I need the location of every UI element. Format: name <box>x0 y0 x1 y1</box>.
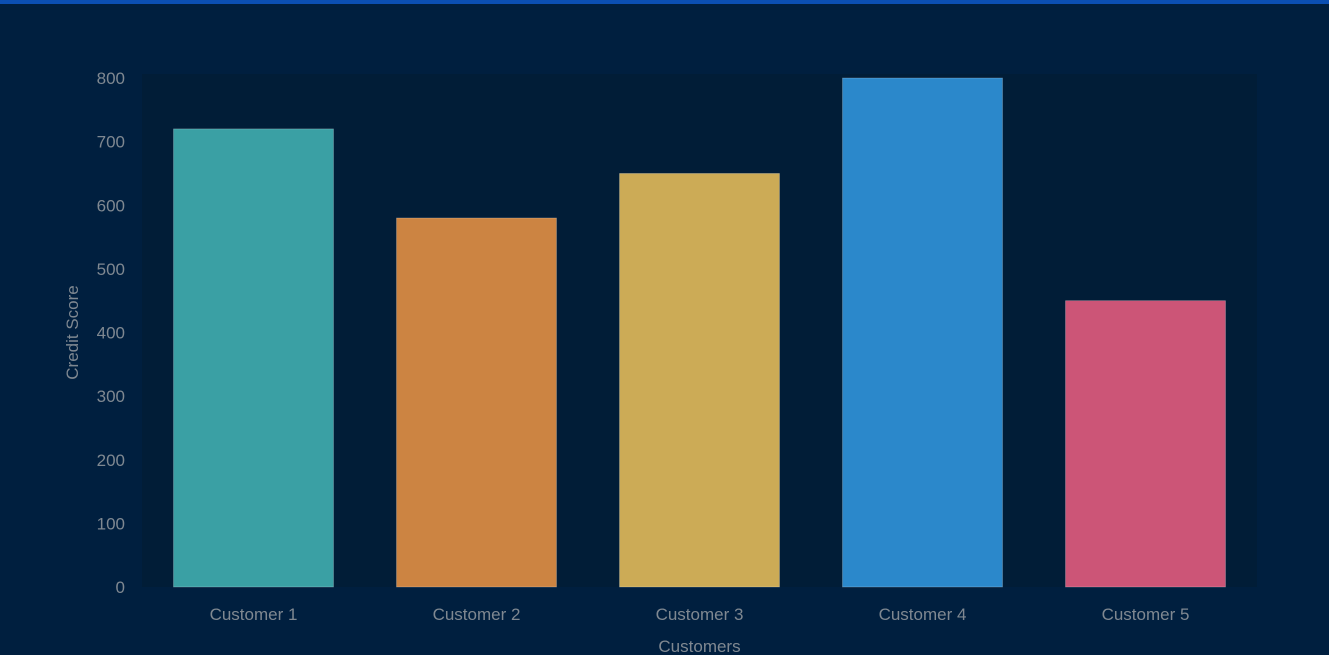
x-tick-label: Customer 1 <box>210 605 298 624</box>
bars <box>173 77 1226 588</box>
y-tick-label: 700 <box>97 133 125 152</box>
bar-customer-2 <box>396 217 557 588</box>
y-tick-label: 400 <box>97 324 125 343</box>
y-tick-label: 600 <box>97 196 125 215</box>
bar-customer-4 <box>842 77 1003 588</box>
x-tick-label: Customer 2 <box>433 605 521 624</box>
y-tick-label: 200 <box>97 451 125 470</box>
y-tick-label: 0 <box>116 578 125 597</box>
y-tick-label: 500 <box>97 260 125 279</box>
bar-customer-3 <box>619 173 780 588</box>
x-axis-ticks: Customer 1 Customer 2 Customer 3 Customer 4… <box>210 605 1190 624</box>
bar-customer-5 <box>1065 300 1226 588</box>
x-tick-label: Customer 3 <box>656 605 744 624</box>
y-tick-label: 800 <box>97 69 125 88</box>
y-tick-label: 100 <box>97 514 125 533</box>
bar-customer-1 <box>173 128 334 588</box>
y-tick-label: 300 <box>97 387 125 406</box>
y-axis-title: Credit Score <box>63 285 82 379</box>
x-tick-label: Customer 4 <box>879 605 967 624</box>
y-axis-ticks: 0 100 200 300 400 500 600 700 800 <box>97 69 125 597</box>
x-tick-label: Customer 5 <box>1102 605 1190 624</box>
top-accent-bar <box>0 0 1329 4</box>
x-axis-title: Customers <box>658 637 740 655</box>
